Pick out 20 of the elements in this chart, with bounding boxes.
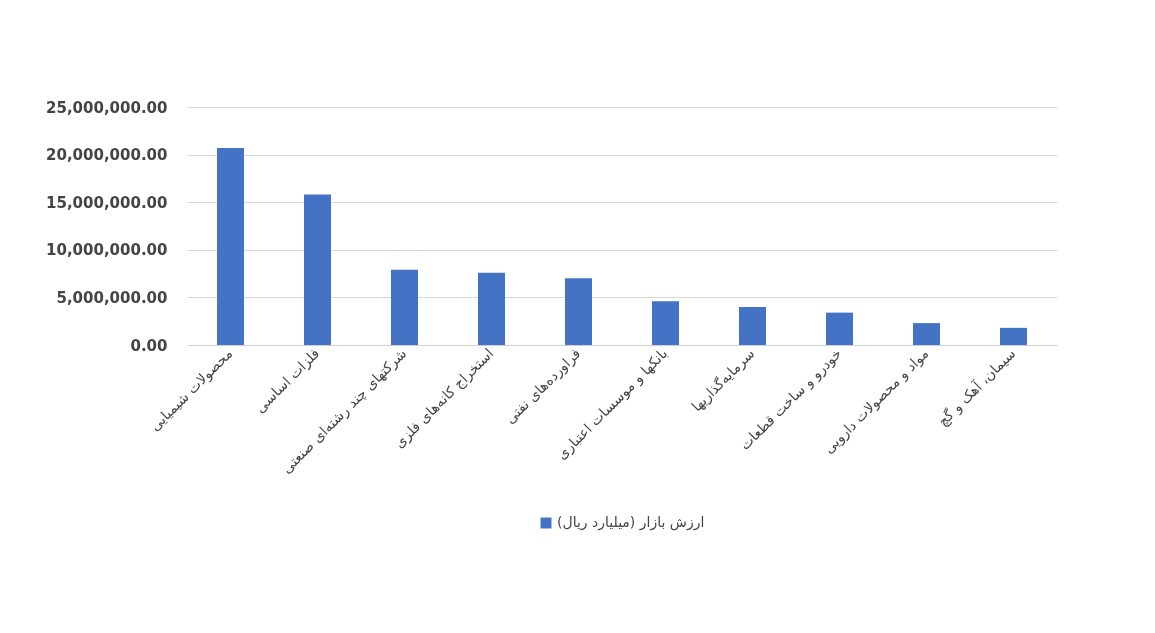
bar (652, 301, 679, 345)
bar (913, 323, 940, 345)
x-tick-label: فلزات اساسی (251, 345, 324, 417)
x-tick-label: سیمان، آهک و گچ (934, 345, 1020, 430)
bar (217, 147, 244, 345)
bar (739, 306, 766, 345)
bar (826, 312, 853, 345)
y-tick-label: 0.00 (130, 336, 168, 355)
legend-label: ارزش بازار (میلیارد ریال) (557, 514, 705, 531)
bar (478, 272, 505, 345)
bar (1000, 327, 1027, 345)
y-tick-label: 10,000,000.00 (46, 241, 168, 260)
bar (565, 278, 592, 345)
y-tick-label: 25,000,000.00 (46, 98, 168, 117)
y-tick-label: 15,000,000.00 (46, 193, 168, 212)
y-tick-label: 5,000,000.00 (56, 288, 168, 307)
bar (391, 269, 418, 345)
y-tick-label: 20,000,000.00 (46, 146, 168, 165)
bar (304, 194, 331, 345)
x-tick-label: سرمایه‌گذاریها (688, 345, 759, 416)
